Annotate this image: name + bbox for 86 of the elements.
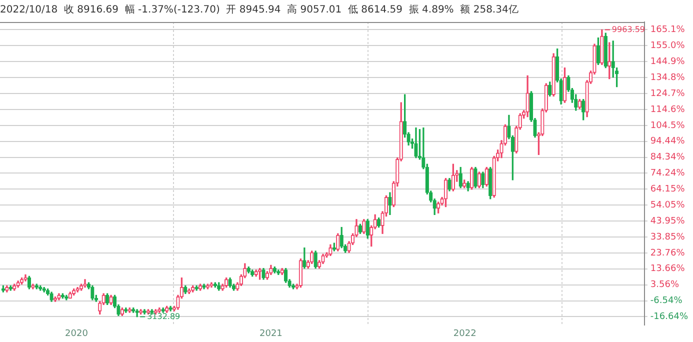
candlestick xyxy=(280,268,284,275)
candlestick xyxy=(57,293,61,300)
candlestick xyxy=(578,99,582,110)
candlestick xyxy=(608,42,612,80)
candlestick xyxy=(224,277,228,288)
candlestick xyxy=(526,75,530,118)
candlestick xyxy=(246,266,250,274)
candlestick xyxy=(366,219,370,239)
y-tick-label: 155.0% xyxy=(650,41,686,52)
y-tick-label: 104.5% xyxy=(650,120,686,131)
candlestick xyxy=(72,288,76,296)
candlestick xyxy=(16,280,20,288)
candlestick xyxy=(474,166,478,188)
y-tick-label: 114.6% xyxy=(650,104,686,115)
candlestick xyxy=(64,294,68,300)
y-tick-label: 165.1% xyxy=(650,25,686,36)
y-tick-label: 3.56% xyxy=(650,280,680,290)
candlestick xyxy=(228,277,232,288)
candlestick xyxy=(31,284,35,290)
candlestick xyxy=(20,277,24,284)
candlestick xyxy=(60,293,65,299)
candlestick xyxy=(262,268,266,280)
candlestick xyxy=(448,178,452,192)
candlestick xyxy=(462,180,466,188)
y-tick-label: 74.24% xyxy=(650,168,686,179)
candlestick xyxy=(562,67,567,103)
candlestick xyxy=(34,284,38,290)
candlestick xyxy=(24,274,28,282)
candlestick xyxy=(194,285,198,291)
candlestick xyxy=(210,282,214,288)
candlestick xyxy=(302,247,306,269)
candlestick xyxy=(120,308,124,316)
candlestick xyxy=(150,309,154,314)
x-tick-label: 2020 xyxy=(65,328,88,339)
candlestick xyxy=(5,285,9,292)
candlestick xyxy=(444,178,448,208)
y-tick-label: 33.85% xyxy=(650,232,686,242)
y-tick-label: 124.7% xyxy=(650,88,686,99)
candlestick xyxy=(202,284,206,290)
candlestick xyxy=(191,285,195,292)
candlestick xyxy=(358,224,362,234)
candlestick xyxy=(328,244,332,256)
y-tick-label: 144.9% xyxy=(650,56,686,67)
candlestick xyxy=(600,29,604,65)
candlestick xyxy=(250,270,254,277)
y-tick-label: 94.44% xyxy=(650,136,686,147)
candlestick xyxy=(470,166,474,190)
candlestick xyxy=(83,279,87,288)
x-tick-label: 2021 xyxy=(259,328,282,339)
chart-title: 2022/10/18 收 8916.69 幅 -1.37%(-123.70) 开 8945.94 高 9057.01 低 8614.59 振 4.89% 额 258.34亿 xyxy=(0,4,518,16)
y-tick-label: 134.8% xyxy=(650,72,686,83)
candlestick xyxy=(552,53,556,97)
x-tick-label: 2022 xyxy=(453,328,476,339)
candlestick xyxy=(604,32,608,68)
candlestick xyxy=(184,285,188,294)
candlestick xyxy=(298,258,303,288)
candlestick xyxy=(50,292,54,302)
candlestick xyxy=(596,37,600,65)
candlestick xyxy=(135,309,139,318)
y-tick-label: 84.34% xyxy=(650,152,686,163)
candlestick xyxy=(272,266,276,274)
y-tick-label: 43.95% xyxy=(650,216,686,226)
y-tick-label: -16.64% xyxy=(650,312,688,322)
candlestick xyxy=(362,219,366,234)
candlestick xyxy=(142,309,146,314)
candlestick xyxy=(481,172,485,188)
candlestick xyxy=(168,306,172,312)
candlestick xyxy=(466,181,470,192)
y-tick-label: 13.66% xyxy=(650,264,686,274)
candlestick xyxy=(164,306,169,313)
y-tick-label: 54.05% xyxy=(650,200,686,210)
candlestick xyxy=(488,166,492,200)
candlestick xyxy=(206,284,210,290)
y-tick-label: 64.15% xyxy=(650,184,686,194)
candlestick xyxy=(314,250,318,269)
candlestick xyxy=(109,294,113,305)
y-tick-label: 23.76% xyxy=(650,248,686,258)
candlestick xyxy=(76,286,80,292)
y-tick-label: -6.54% xyxy=(650,296,683,306)
candlestick xyxy=(376,217,381,228)
candlestick xyxy=(90,285,94,300)
annotation: 3132.89 xyxy=(147,312,180,321)
candlestick xyxy=(582,99,586,120)
candlestick xyxy=(213,282,217,288)
candlestick xyxy=(484,166,488,187)
candlestick xyxy=(254,270,258,277)
